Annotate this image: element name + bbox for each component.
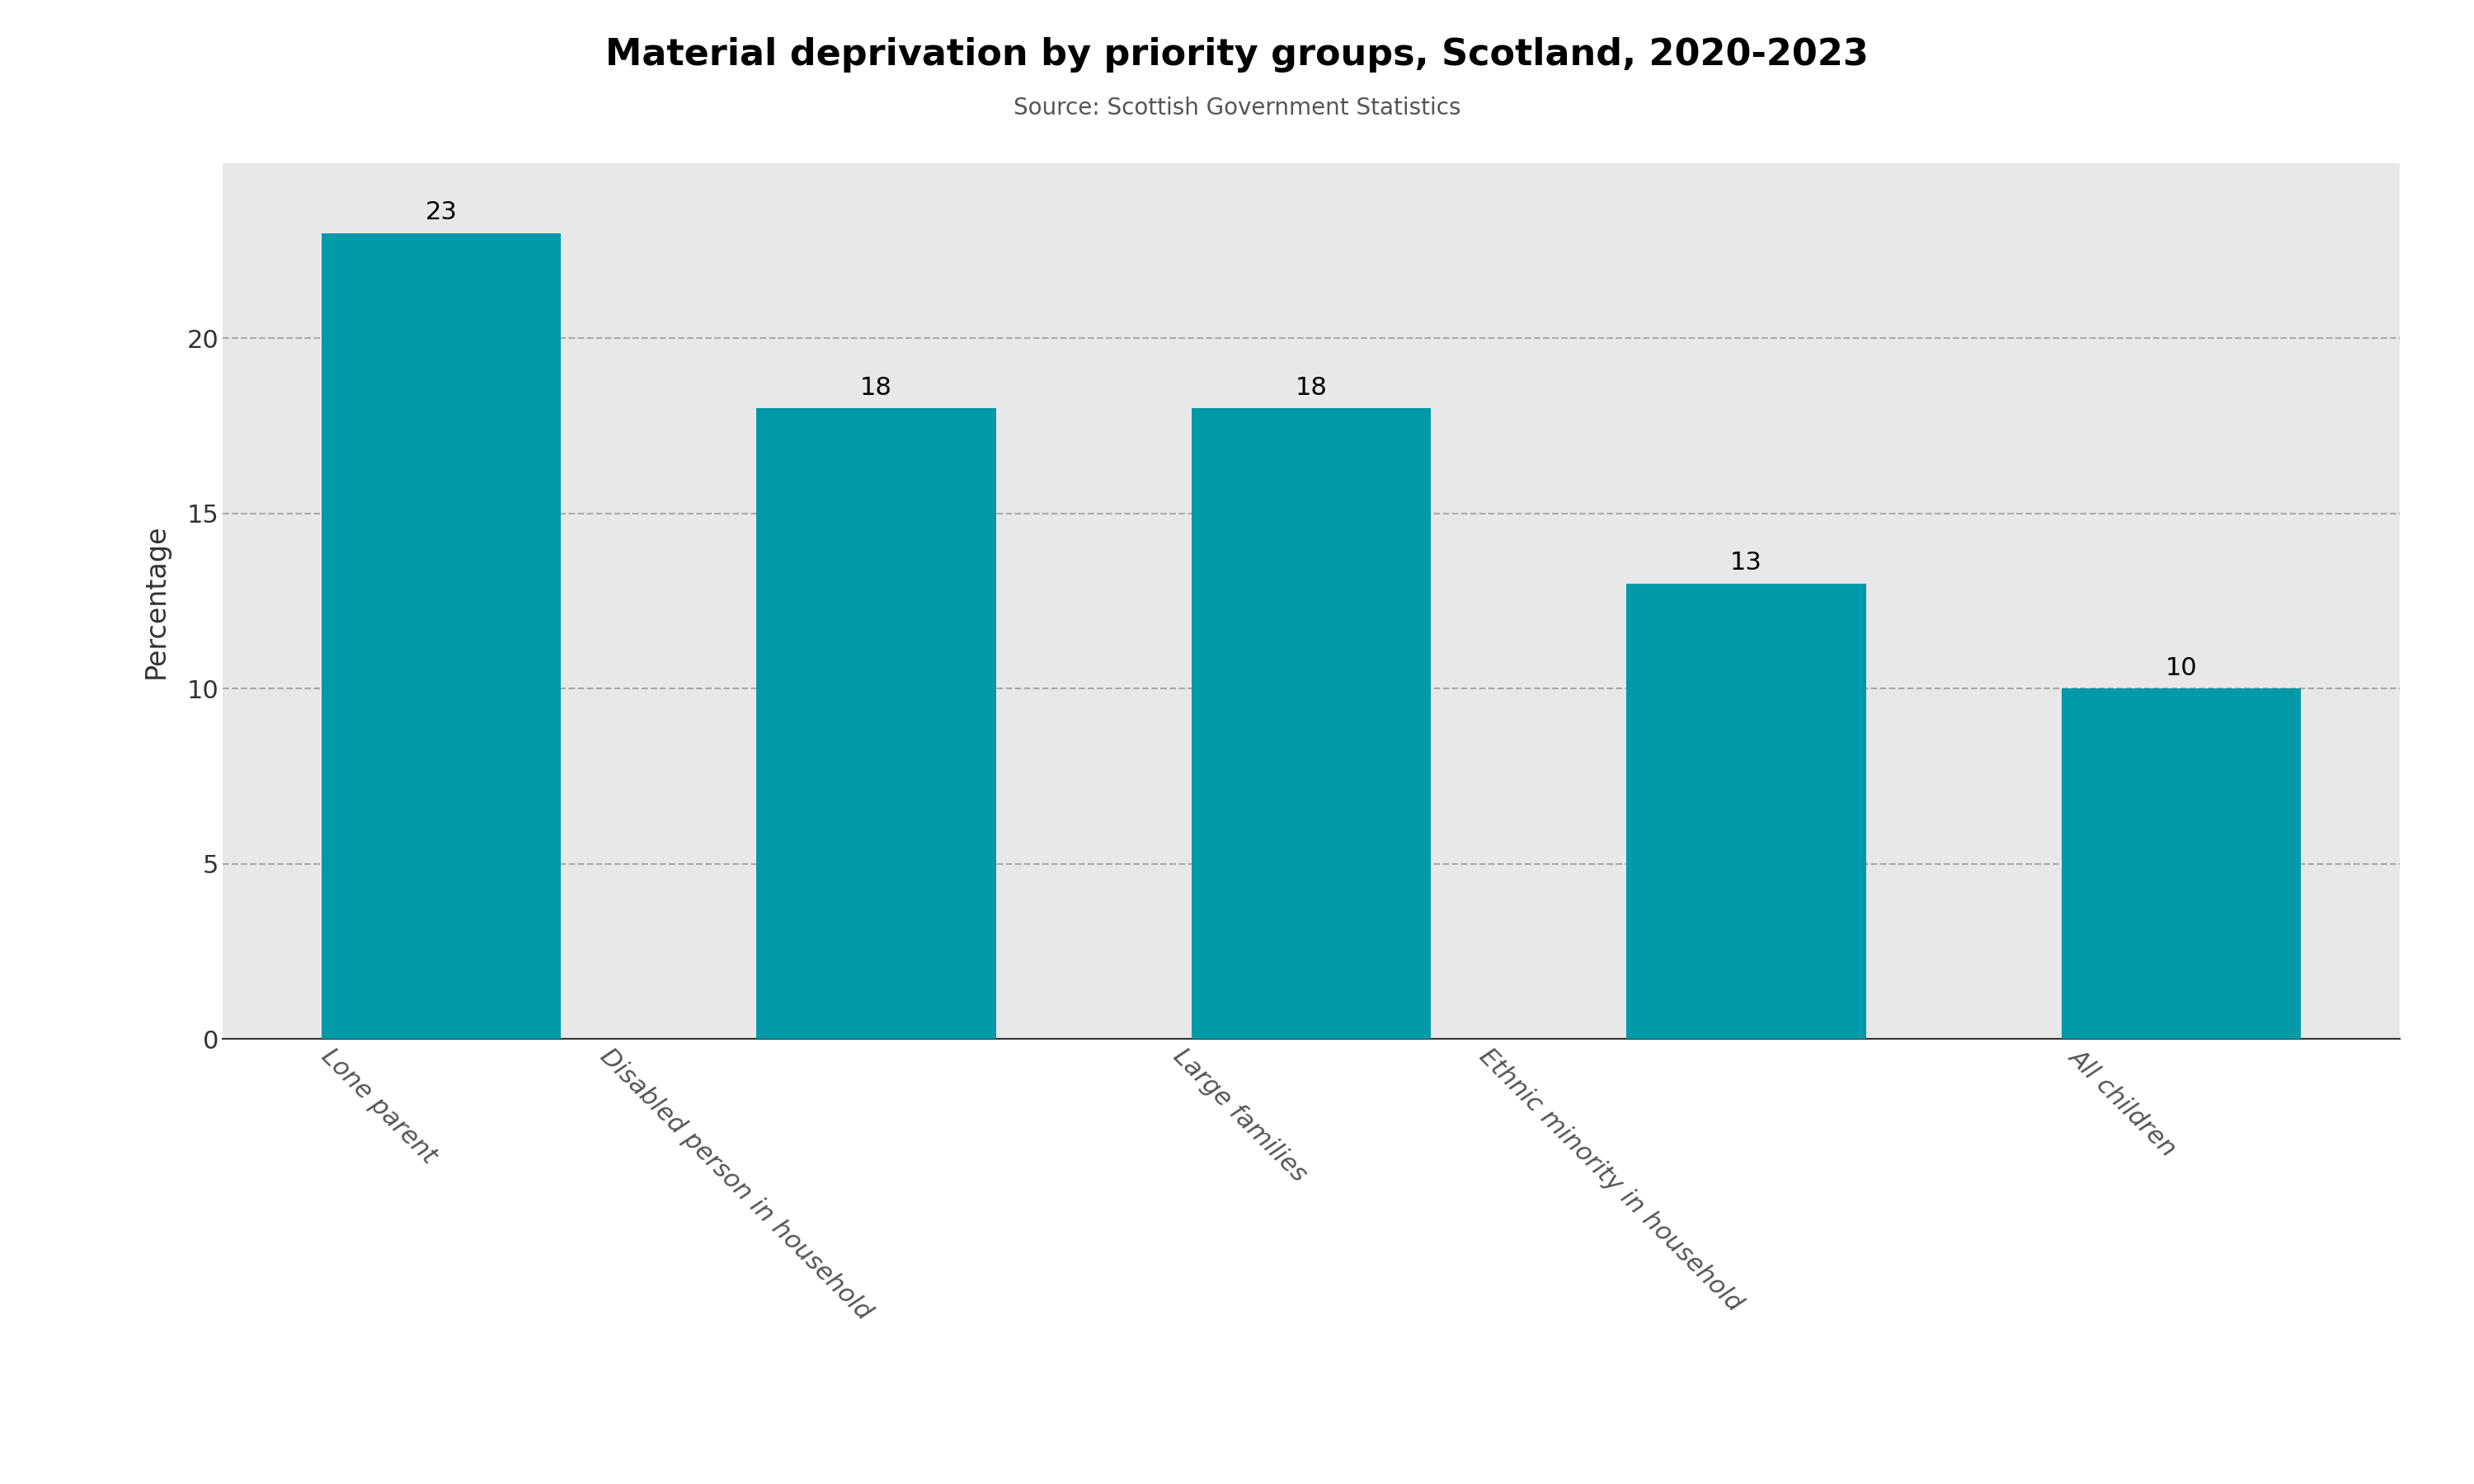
- Text: 18: 18: [861, 375, 893, 399]
- Bar: [1625, 583, 1865, 1039]
- Text: 18: 18: [1296, 375, 1326, 399]
- Text: 10: 10: [2165, 656, 2197, 680]
- Bar: [2061, 689, 2301, 1039]
- Text: 13: 13: [1729, 551, 1761, 574]
- Bar: [757, 408, 997, 1039]
- Bar: [1192, 408, 1430, 1039]
- Text: Source: Scottish Government Statistics: Source: Scottish Government Statistics: [1014, 96, 1460, 120]
- Bar: [322, 233, 562, 1039]
- Y-axis label: Percentage: Percentage: [143, 524, 171, 678]
- Text: 23: 23: [426, 200, 458, 224]
- Text: Material deprivation by priority groups, Scotland, 2020-2023: Material deprivation by priority groups,…: [606, 37, 1868, 73]
